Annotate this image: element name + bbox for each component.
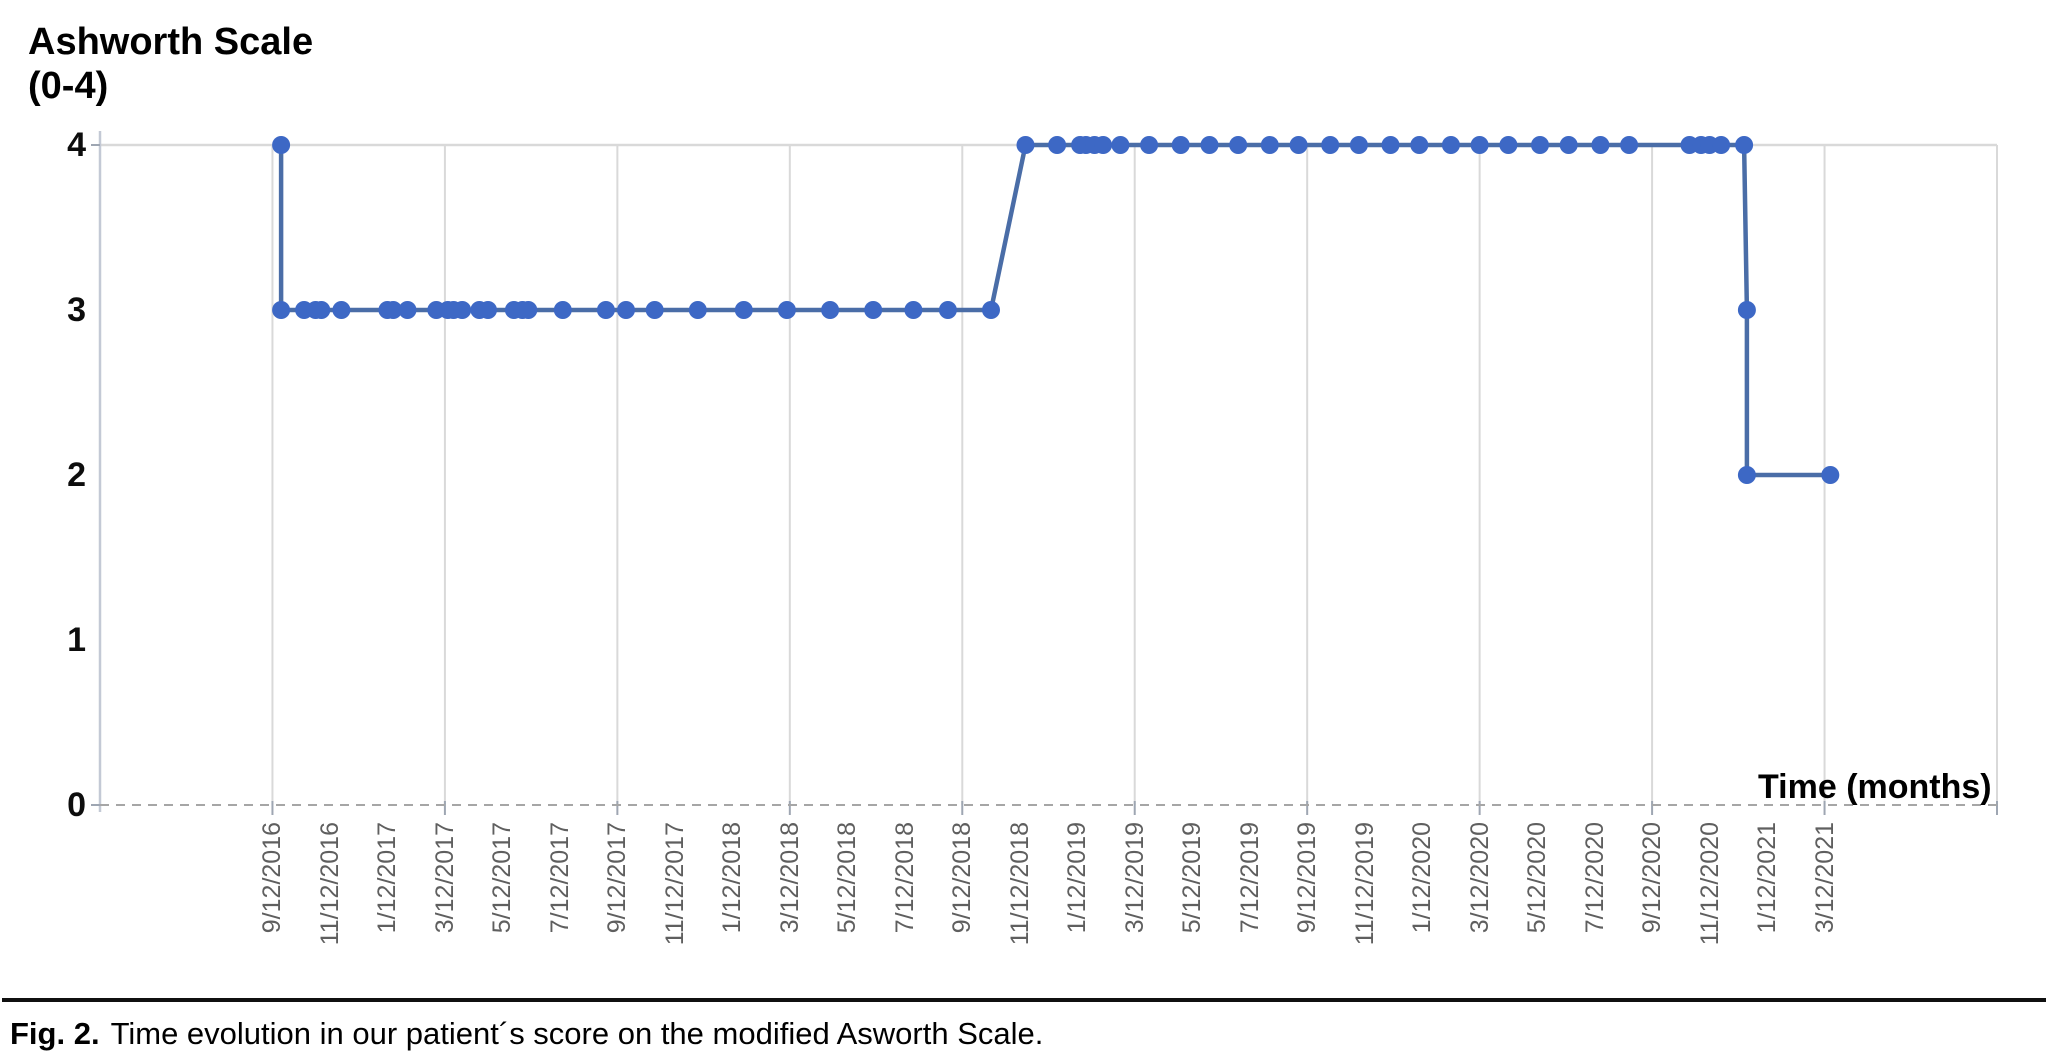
- data-point: [1531, 136, 1549, 154]
- x-axis-tick-label: 3/12/2019: [1120, 822, 1149, 934]
- x-axis-tick-label: 3/12/2017: [430, 822, 459, 934]
- data-point: [982, 301, 1000, 319]
- x-axis-tick-label: 3/12/2018: [775, 822, 804, 934]
- x-axis-tick-label: 9/12/2018: [948, 822, 977, 934]
- data-point: [1171, 136, 1190, 154]
- data-point: [688, 301, 707, 319]
- data-point: [1094, 136, 1113, 154]
- data-point: [1016, 136, 1035, 154]
- x-axis-tick-label: 3/12/2021: [1810, 822, 1839, 934]
- data-point: [1620, 136, 1639, 154]
- y-axis-title: Ashworth Scale (0-4): [28, 20, 313, 108]
- y-axis-title-line2: (0-4): [28, 65, 109, 107]
- x-axis-tick-label: 11/12/2017: [660, 822, 689, 946]
- data-point: [645, 301, 664, 319]
- x-axis-tick-label: 7/12/2020: [1580, 822, 1609, 934]
- x-axis-tick-label: 3/12/2020: [1465, 822, 1494, 934]
- x-axis-tick-label: 9/12/2019: [1293, 822, 1322, 934]
- data-point: [938, 301, 957, 319]
- figure-caption-number: Fig. 2.: [10, 1016, 100, 1051]
- x-axis-tick-label: 9/12/2016: [258, 822, 287, 934]
- x-axis-tick-label: 7/12/2017: [545, 822, 574, 934]
- data-point: [777, 301, 796, 319]
- x-axis-tick-label: 5/12/2017: [488, 822, 517, 934]
- y-axis-title-line1: Ashworth Scale: [28, 21, 314, 63]
- data-point: [1111, 136, 1130, 154]
- data-point: [519, 301, 538, 319]
- data-point: [1321, 136, 1340, 154]
- x-axis-tick-label: 11/12/2019: [1350, 822, 1379, 946]
- y-axis-tick-label: 4: [67, 126, 86, 164]
- figure-caption-text: Time evolution in our patient´s score on…: [110, 1016, 1044, 1051]
- x-axis-tick-label: 1/12/2021: [1753, 822, 1782, 934]
- data-point: [1735, 136, 1754, 154]
- y-axis-tick-label: 3: [67, 291, 86, 329]
- data-point: [1381, 136, 1400, 154]
- data-point: [1737, 466, 1756, 484]
- x-axis-tick-label: 7/12/2018: [890, 822, 919, 934]
- data-point: [1260, 136, 1279, 154]
- data-point: [1712, 136, 1731, 154]
- data-point: [1289, 136, 1308, 154]
- x-axis-tick-label: 5/12/2019: [1178, 822, 1207, 934]
- data-point: [272, 301, 291, 319]
- x-axis-tick-label: 1/12/2018: [718, 822, 747, 934]
- y-axis-tick-label: 0: [67, 786, 86, 824]
- y-axis-tick-label: 1: [67, 621, 86, 659]
- data-point: [272, 136, 291, 154]
- data-point: [398, 301, 417, 319]
- data-point: [1441, 136, 1460, 154]
- data-point: [821, 301, 840, 319]
- data-point: [1349, 136, 1368, 154]
- x-axis-tick-label: 11/12/2016: [315, 822, 344, 946]
- data-point: [734, 301, 753, 319]
- x-axis-tick-label: 11/12/2020: [1695, 822, 1724, 946]
- x-axis-tick-label: 1/12/2020: [1408, 822, 1437, 934]
- x-axis-tick-label: 9/12/2020: [1638, 822, 1667, 934]
- data-point: [479, 301, 497, 319]
- data-point: [1410, 136, 1429, 154]
- y-axis-tick-label: 2: [67, 456, 86, 494]
- figure-caption: Fig. 2. Time evolution in our patient´s s…: [10, 1016, 1043, 1052]
- x-axis-tick-label: 5/12/2020: [1523, 822, 1552, 934]
- x-axis-tick-label: 11/12/2018: [1005, 822, 1034, 946]
- caption-divider: [2, 998, 2046, 1002]
- data-point: [1591, 136, 1610, 154]
- x-axis-tick-label: 5/12/2018: [833, 822, 862, 934]
- data-point: [1821, 466, 1840, 484]
- data-point: [1499, 136, 1518, 154]
- data-point: [1229, 136, 1248, 154]
- x-axis-tick-label: 9/12/2017: [603, 822, 632, 934]
- data-point: [1559, 136, 1578, 154]
- data-point: [904, 301, 923, 319]
- data-point: [312, 301, 331, 319]
- data-point: [1737, 301, 1756, 319]
- data-point: [1470, 136, 1489, 154]
- data-point: [617, 301, 635, 319]
- x-axis-tick-label: 7/12/2019: [1235, 822, 1264, 934]
- data-point: [453, 301, 472, 319]
- data-point: [864, 301, 883, 319]
- x-axis-tick-label: 1/12/2019: [1063, 822, 1092, 934]
- data-point: [553, 301, 572, 319]
- data-point: [1200, 136, 1219, 154]
- data-point: [596, 301, 615, 319]
- x-axis-tick-label: 1/12/2017: [373, 822, 402, 934]
- data-point: [1048, 136, 1067, 154]
- data-point: [1140, 136, 1159, 154]
- x-axis-title: Time (months): [1758, 768, 1992, 806]
- data-point: [332, 301, 351, 319]
- data-point: [384, 301, 403, 319]
